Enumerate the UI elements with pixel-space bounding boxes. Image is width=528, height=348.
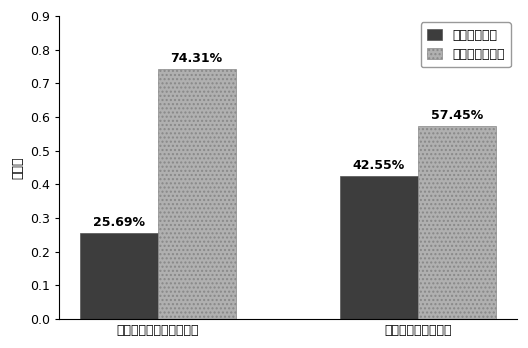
Bar [340, 176, 418, 319]
Y-axis label: 百分比: 百分比 [11, 156, 24, 179]
Text: 74.31%: 74.31% [171, 52, 223, 65]
Legend: 自行车使用者, 非自行车使用者: 自行车使用者, 非自行车使用者 [421, 22, 511, 67]
Text: 25.69%: 25.69% [92, 215, 145, 229]
Bar [418, 126, 496, 319]
Text: 42.55%: 42.55% [353, 159, 405, 172]
Bar [80, 232, 158, 319]
Bar [158, 69, 235, 319]
Text: 57.45%: 57.45% [431, 109, 483, 122]
